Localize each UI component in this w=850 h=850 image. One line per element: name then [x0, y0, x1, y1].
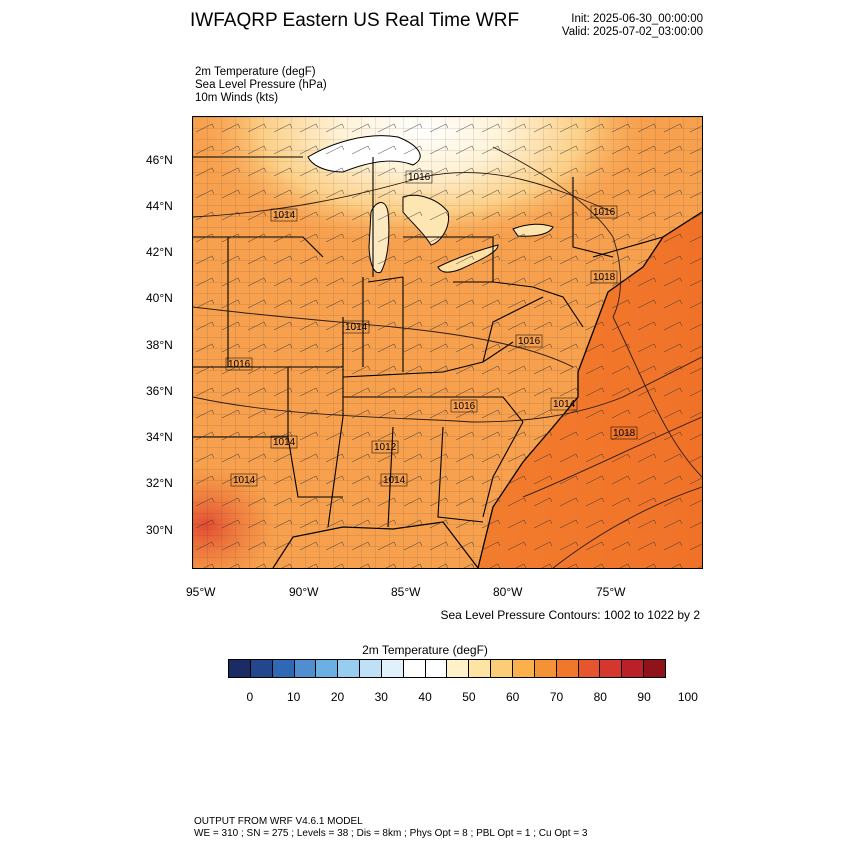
footer-model: OUTPUT FROM WRF V4.6.1 MODEL — [194, 816, 363, 827]
isobar-label-box — [610, 426, 638, 440]
colorbar-cell — [360, 660, 382, 677]
lat-label-32: 32°N — [146, 476, 173, 490]
colorbar-cell — [403, 660, 426, 677]
colorbar-tick-label: 80 — [593, 690, 607, 704]
colorbar-cell — [622, 660, 645, 677]
isobar-label: 1014 — [345, 322, 368, 333]
colorbar-cell — [578, 660, 601, 677]
lat-label-36: 36°N — [146, 384, 173, 398]
field-list: 2m Temperature (degF) Sea Level Pressure… — [195, 66, 327, 105]
map-panel: 1016 1014 1016 1018 1014 1016 1014 1016 1014 1012… — [192, 116, 703, 569]
isobar-label: 1014 — [233, 475, 256, 486]
isobar-label: 1018 — [613, 428, 636, 439]
colorbar-cell — [644, 660, 665, 677]
colorbar-cell — [338, 660, 361, 677]
lat-label-42: 42°N — [146, 245, 173, 259]
map-svg: 1016 1014 1016 1018 1014 1016 1014 1016 1014 1012… — [193, 117, 702, 568]
footer-params: WE = 310 ; SN = 275 ; Levels = 38 ; Dis … — [194, 828, 588, 839]
isobar-label-box — [550, 397, 578, 411]
colorbar-cell — [534, 660, 557, 677]
valid-time: Valid: 2025-07-02_03:00:00 — [561, 26, 703, 38]
isobar-label-box — [405, 170, 433, 184]
field-pressure: Sea Level Pressure (hPa) — [195, 79, 327, 91]
colorbar-cell — [250, 660, 273, 677]
lat-label-34: 34°N — [146, 430, 173, 444]
colorbar-title: 2m Temperature (degF) — [362, 643, 488, 657]
lat-label-38: 38°N — [146, 338, 173, 352]
colorbar-cell — [272, 660, 295, 677]
colorbar-tick-label: 70 — [549, 690, 564, 704]
isobar-label-box — [270, 435, 298, 449]
isobar-label-box — [342, 320, 370, 334]
isobar-label: 1014 — [273, 210, 296, 221]
wind-barbs — [193, 117, 702, 568]
lat-label-40: 40°N — [146, 291, 173, 305]
isobar-label-box — [380, 473, 408, 487]
colorbar-cell — [469, 660, 492, 677]
isobar-label-box — [590, 205, 618, 219]
isobar-labels: 1016 1014 1016 1018 1014 1016 1014 1016 1014 1012… — [225, 170, 638, 487]
colorbar-cell — [316, 660, 339, 677]
field-temperature: 2m Temperature (degF) — [195, 66, 316, 78]
colorbar-tick-label: 0 — [246, 690, 254, 704]
model-footer: OUTPUT FROM WRF V4.6.1 MODEL WE = 310 ; … — [194, 816, 587, 840]
colorbar-cell — [425, 660, 448, 677]
colorbar-cell — [556, 660, 579, 677]
isobar-label: 1018 — [593, 272, 616, 283]
isobar-label-box — [371, 440, 399, 454]
isobar-label: 1012 — [374, 442, 397, 453]
run-info: Init: 2025-06-30_00:00:00 Valid: 2025-07… — [562, 13, 703, 39]
colorbar-tick-label: 100 — [677, 690, 698, 704]
colorbar-cell — [381, 660, 404, 677]
isobar-label: 1016 — [408, 172, 431, 183]
contour-note: Sea Level Pressure Contours: 1002 to 102… — [440, 608, 701, 622]
colorbar-tick-label: 40 — [418, 690, 432, 704]
colorbar-cell — [229, 660, 251, 677]
field-winds: 10m Winds (kts) — [195, 92, 279, 104]
lon-label-85: 85°W — [391, 585, 421, 599]
isobar-label-box — [225, 357, 253, 371]
isobar-label-box — [590, 270, 618, 284]
colorbar-tick-label: 10 — [287, 690, 301, 704]
colorbar-tick-label: 30 — [374, 690, 388, 704]
colorbar-cell — [294, 660, 317, 677]
isobar-label-box — [450, 399, 478, 413]
colorbar-cell — [447, 660, 470, 677]
lat-label-44: 44°N — [146, 199, 173, 213]
init-time: Init: 2025-06-30_00:00:00 — [571, 13, 703, 25]
isobar-label: 1016 — [593, 207, 616, 218]
isobar-label-box — [230, 473, 258, 487]
isobar-label: 1016 — [453, 401, 476, 412]
colorbar — [228, 659, 666, 678]
lat-label-30: 30°N — [146, 523, 173, 537]
isobar-label: 1014 — [383, 475, 406, 486]
isobar-label-box — [515, 334, 543, 348]
isobar-label: 1016 — [228, 359, 251, 370]
colorbar-cell — [491, 660, 513, 677]
colorbar-tick-label: 90 — [637, 690, 651, 704]
isobar-label: 1014 — [273, 437, 296, 448]
colorbar-cell — [512, 660, 535, 677]
isobar-label: 1014 — [553, 399, 576, 410]
colorbar-cell — [600, 660, 623, 677]
lat-label-46: 46°N — [146, 153, 173, 167]
colorbar-tick-label: 60 — [506, 690, 520, 704]
lon-label-75: 75°W — [596, 585, 626, 599]
lon-label-95: 95°W — [186, 585, 216, 599]
lon-label-90: 90°W — [289, 585, 319, 599]
isobar-label-box — [270, 208, 298, 222]
colorbar-tick-label: 50 — [462, 690, 476, 704]
isobar-label: 1016 — [518, 336, 541, 347]
chart-title: IWFAQRP Eastern US Real Time WRF — [190, 10, 520, 31]
lon-label-80: 80°W — [493, 585, 523, 599]
colorbar-tick-label: 20 — [330, 690, 345, 704]
